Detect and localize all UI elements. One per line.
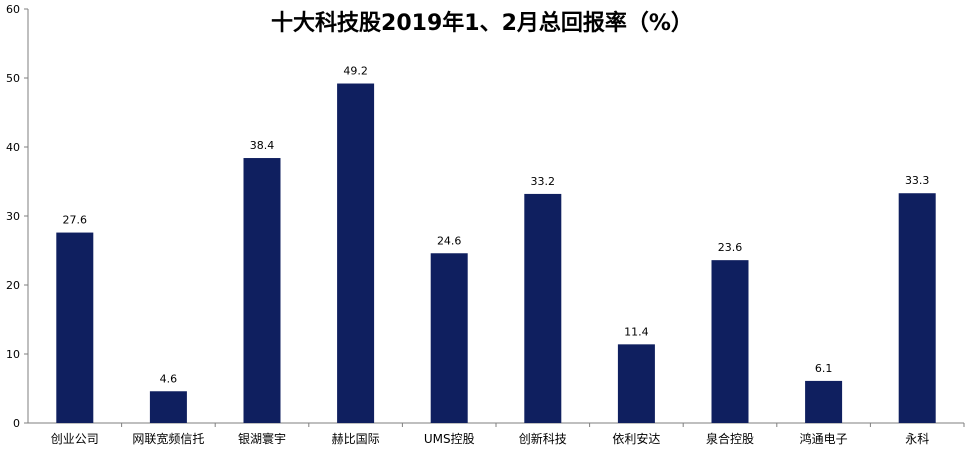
- x-category-label: 依利安达: [612, 431, 660, 446]
- y-tick-label: 60: [6, 3, 20, 16]
- bar: [524, 193, 562, 423]
- bar: [243, 158, 281, 424]
- data-label: 33.2: [531, 175, 556, 188]
- data-label: 11.4: [624, 325, 649, 338]
- data-label: 4.6: [160, 372, 178, 385]
- y-tick-label: 40: [6, 141, 20, 154]
- data-label: 49.2: [343, 65, 368, 78]
- x-category-label: UMS控股: [424, 432, 475, 446]
- x-category-label: 银湖寰宇: [238, 431, 286, 446]
- chart-title: 十大科技股2019年1、2月总回报率（%）: [271, 10, 693, 36]
- data-label: 23.6: [718, 241, 743, 254]
- bar: [56, 232, 94, 423]
- bar: [337, 83, 375, 424]
- x-category-label: 创新科技: [519, 431, 567, 446]
- data-label: 24.6: [437, 234, 462, 247]
- x-category-label: 网联宽频信托: [132, 431, 204, 446]
- data-label: 33.3: [905, 174, 930, 187]
- y-tick-label: 20: [6, 279, 20, 292]
- y-tick-label: 10: [6, 348, 20, 361]
- x-category-label: 赫比国际: [332, 432, 380, 446]
- bar: [711, 260, 749, 423]
- x-category-label: 永科: [905, 432, 929, 446]
- bar: [805, 380, 843, 423]
- x-category-label: 创业公司: [51, 432, 99, 446]
- x-category-label: 泉合控股: [706, 431, 754, 446]
- bars: [56, 83, 936, 424]
- bar: [430, 253, 468, 423]
- y-tick-label: 50: [6, 72, 20, 85]
- bar: [149, 391, 187, 423]
- bar: [898, 193, 936, 423]
- bar: [617, 344, 655, 423]
- data-label: 6.1: [815, 362, 833, 375]
- y-tick-label: 0: [13, 417, 20, 430]
- y-tick-label: 30: [6, 210, 20, 223]
- data-label: 38.4: [250, 139, 275, 152]
- data-label: 27.6: [63, 214, 88, 227]
- x-category-label: 鸿通电子: [800, 432, 848, 446]
- labels: 27.6 创业公司 4.6 网联宽频信托 38.4 银湖寰宇 49.2 赫比国际 24.6 UMS…: [51, 65, 930, 446]
